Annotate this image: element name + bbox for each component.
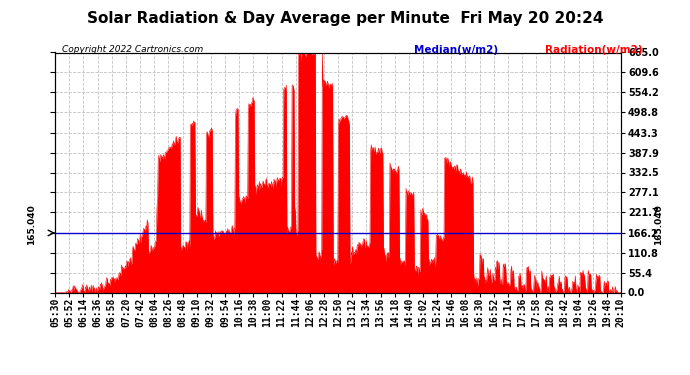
Text: 165.040: 165.040 [26, 205, 36, 245]
Text: 165.040: 165.040 [654, 205, 664, 245]
Text: Solar Radiation & Day Average per Minute  Fri May 20 20:24: Solar Radiation & Day Average per Minute… [87, 11, 603, 26]
Text: Median(w/m2): Median(w/m2) [414, 45, 498, 55]
Text: Copyright 2022 Cartronics.com: Copyright 2022 Cartronics.com [62, 45, 204, 54]
Text: Radiation(w/m2): Radiation(w/m2) [545, 45, 642, 55]
